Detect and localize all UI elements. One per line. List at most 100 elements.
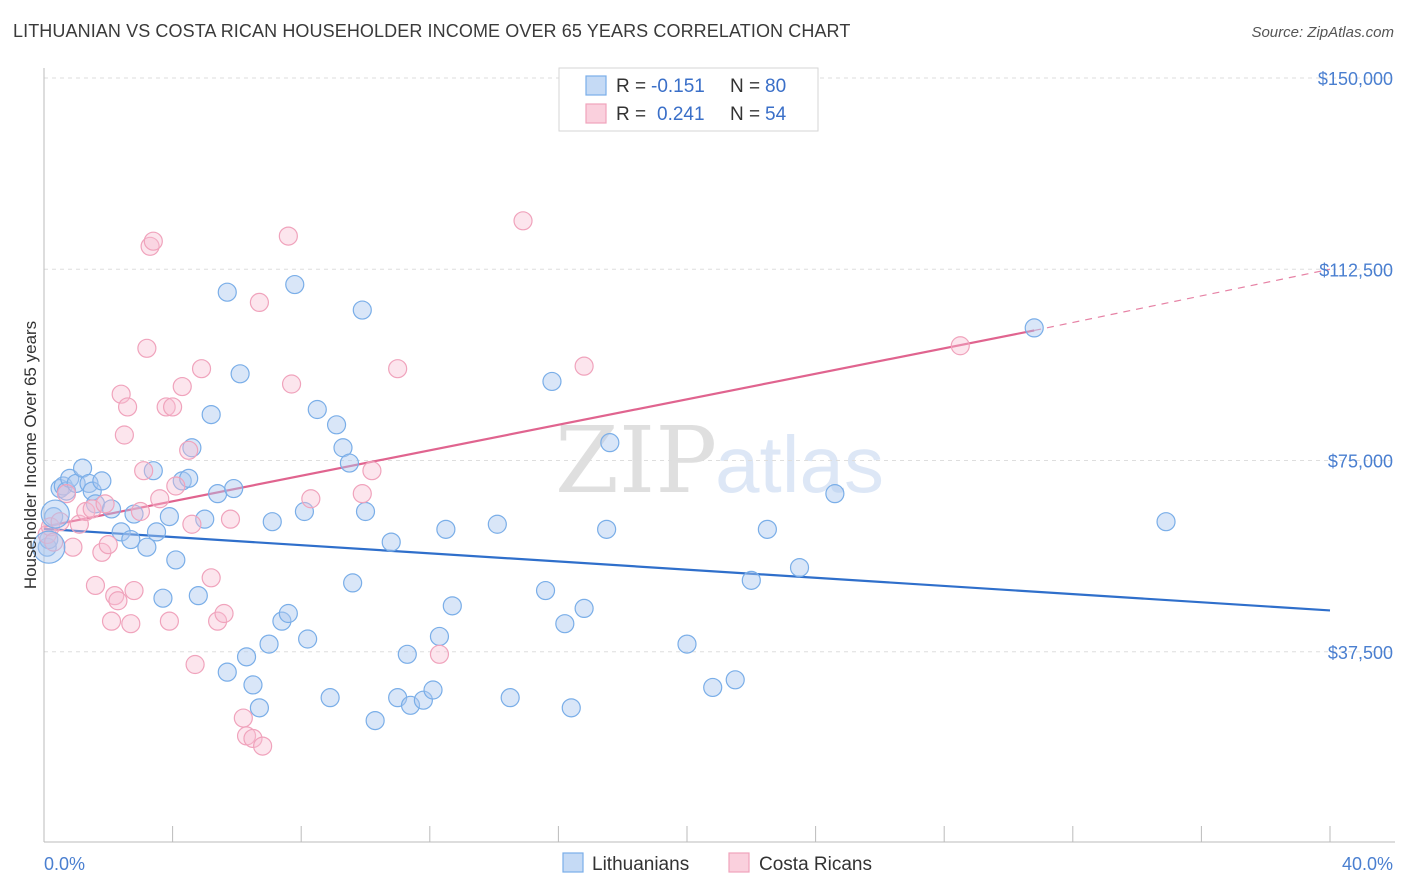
- lithuanians-point: [285, 274, 305, 295]
- costa-ricans-point: [243, 728, 263, 749]
- legend-n-label-2: N =: [730, 104, 760, 125]
- lithuanians-point: [789, 557, 810, 578]
- lithuanians-point: [153, 588, 173, 608]
- lithuanians-trend-line: [43, 527, 1331, 612]
- costa-ricans-point: [352, 484, 372, 504]
- costa-ricans-point: [150, 489, 170, 509]
- costa-ricans-point: [130, 501, 151, 522]
- y-tick-label: $112,500: [1319, 260, 1393, 280]
- lithuanians-point: [208, 484, 228, 504]
- lithuanians-point: [741, 570, 761, 590]
- costa-ricans-point: [429, 644, 450, 664]
- costa-ricans-point: [201, 568, 221, 588]
- costa-ricans-point: [44, 532, 64, 552]
- lithuanians-point: [259, 634, 279, 654]
- lithuanians-point: [217, 282, 237, 302]
- lithuanians-point: [542, 371, 562, 392]
- costa-ricans-point: [137, 338, 157, 358]
- costa-ricans-point: [208, 611, 228, 631]
- costa-ricans-point: [172, 376, 192, 397]
- costa-ricans-point: [185, 654, 205, 675]
- lithuanians-point: [703, 677, 723, 698]
- lithuanians-cluster-point: [40, 499, 70, 529]
- legend-box: R = -0.151 N = 80 R = 0.241 N = 54: [558, 67, 819, 132]
- lithuanians-point: [535, 580, 556, 601]
- costa-ricans-point: [513, 211, 533, 231]
- lithuanians-point: [413, 690, 433, 710]
- x-tick-label-min: 0.0%: [44, 854, 85, 874]
- costa-ricans-point: [140, 236, 160, 256]
- bottom-legend-label-costa-ricans: Costa Ricans: [759, 854, 872, 875]
- lithuanians-point: [195, 509, 215, 529]
- lithuanians-point: [555, 614, 575, 634]
- legend-swatch-lithuanians: [585, 75, 607, 96]
- bottom-legend-swatch-lithuanians: [562, 852, 584, 873]
- legend-n-label-1: N =: [730, 76, 760, 97]
- costa-ricans-point: [220, 509, 241, 529]
- lithuanians-point: [436, 519, 456, 539]
- costa-ricans-point: [63, 537, 83, 557]
- lithuanians-point: [201, 405, 221, 425]
- costa-ricans-point: [134, 461, 154, 481]
- lithuanians-point: [326, 415, 347, 435]
- lithuanians-point: [825, 484, 845, 504]
- lithuanians-cluster-point: [32, 530, 66, 564]
- lithuanians-point: [143, 461, 163, 481]
- costa-ricans-point: [163, 397, 183, 417]
- lithuanians-point: [423, 680, 443, 700]
- legend-r-value-2: 0.241: [657, 104, 705, 125]
- lithuanians-point: [561, 698, 581, 718]
- costa-ricans-point: [143, 231, 163, 251]
- lithuanians-point: [400, 695, 421, 715]
- costa-ricans-point: [124, 580, 144, 601]
- grid-lines: [44, 77, 1395, 653]
- costa-ricans-point: [362, 461, 382, 481]
- costa-ricans-point: [98, 535, 118, 555]
- costa-ricans-point: [82, 499, 102, 519]
- lithuanians-point: [182, 438, 202, 458]
- data-points: [32, 211, 1176, 756]
- costa-ricans-point: [117, 397, 138, 417]
- bottom-legend: Lithuanians Costa Ricans: [562, 852, 872, 875]
- lithuanians-point: [600, 433, 620, 453]
- costa-ricans-point: [281, 374, 302, 394]
- lithuanians-point: [92, 471, 112, 491]
- watermark-atlas: atlas: [715, 420, 884, 509]
- costa-ricans-point: [253, 736, 273, 756]
- lithuanians-point: [224, 478, 244, 499]
- costa-ricans-point: [249, 292, 270, 312]
- lithuanians-point: [352, 300, 372, 320]
- costa-ricans-point: [92, 542, 112, 562]
- costa-ricans-point: [179, 440, 199, 460]
- lithuanians-point: [365, 710, 385, 731]
- lithuanians-point: [236, 647, 257, 667]
- costa-ricans-point: [95, 494, 115, 514]
- legend-swatch-costa-ricans: [585, 103, 607, 124]
- costa-ricans-point: [574, 356, 594, 376]
- lithuanians-point: [429, 626, 450, 647]
- chart-title: LITHUANIAN VS COSTA RICAN HOUSEHOLDER IN…: [13, 21, 851, 41]
- legend-r-label-2: R =: [616, 104, 646, 125]
- lithuanians-point: [230, 364, 250, 384]
- lithuanians-point: [111, 522, 131, 542]
- costa-ricans-point: [950, 336, 970, 356]
- lithuanians-point: [262, 512, 282, 532]
- y-axis-label: Householder Income Over 65 years: [21, 321, 40, 589]
- costa-ricans-trend-extension: [1034, 268, 1331, 332]
- costa-ricans-point: [182, 514, 202, 534]
- lithuanians-point: [137, 537, 157, 557]
- lithuanians-point: [757, 519, 777, 539]
- costa-ricans-point: [278, 226, 298, 246]
- lithuanians-point: [307, 399, 327, 420]
- costa-ricans-point: [388, 359, 408, 379]
- lithuanians-point: [343, 573, 363, 593]
- legend-n-value-1: 80: [765, 76, 786, 97]
- costa-ricans-point: [214, 603, 234, 624]
- lithuanians-point: [249, 698, 270, 718]
- lithuanians-point: [188, 586, 208, 606]
- lithuanians-point: [725, 670, 745, 690]
- lithuanians-point: [159, 506, 179, 527]
- costa-ricans-point: [159, 611, 179, 631]
- lithuanians-point: [677, 634, 697, 654]
